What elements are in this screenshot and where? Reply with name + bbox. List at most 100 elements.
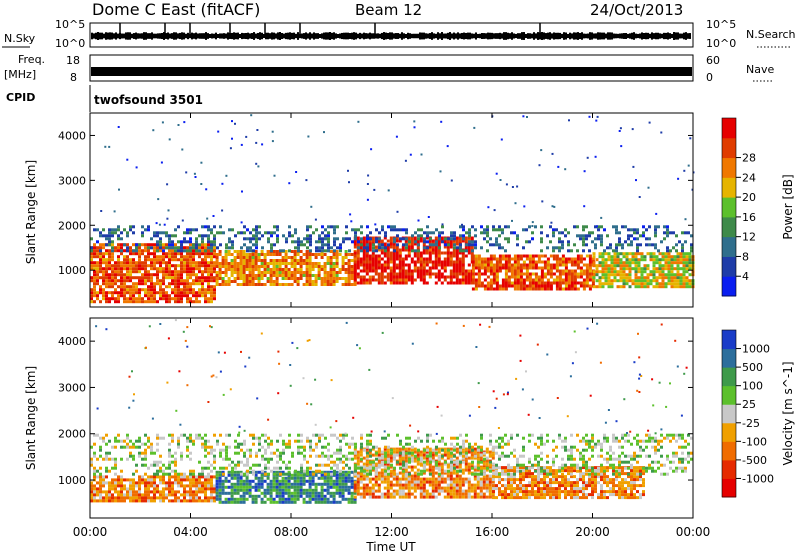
data-cell [129, 267, 132, 270]
data-cell [671, 279, 674, 282]
data-cell [318, 253, 321, 256]
data-cell [663, 225, 666, 228]
data-cell [162, 496, 165, 499]
data-cell [550, 264, 553, 267]
data-cell [432, 496, 435, 499]
data-cell [487, 282, 490, 285]
data-cell [438, 276, 441, 279]
data-cell [656, 261, 659, 264]
data-cell [417, 454, 420, 457]
data-cell [354, 276, 357, 279]
data-cell [219, 268, 222, 271]
data-cell [432, 469, 435, 472]
data-cell [423, 252, 426, 255]
data-cell [534, 225, 537, 228]
data-cell [510, 493, 513, 496]
data-cell [315, 246, 318, 249]
data-cell [423, 267, 426, 270]
data-cell [228, 265, 231, 268]
data-cell [138, 496, 141, 499]
data-cell [108, 487, 111, 490]
data-cell [378, 472, 381, 475]
data-cell [444, 270, 447, 273]
data-cell [156, 255, 159, 258]
data-cell [493, 282, 496, 285]
data-cell [225, 498, 228, 501]
data-cell [641, 279, 644, 282]
data-cell [453, 252, 456, 255]
data-cell [321, 486, 324, 489]
data-cell [333, 277, 336, 280]
data-cell [559, 276, 562, 279]
data-cell [342, 283, 345, 286]
nsky-sample [503, 32, 505, 40]
data-cell [351, 240, 354, 243]
data-cell [252, 283, 255, 286]
data-cell [384, 478, 387, 481]
data-cell [459, 243, 462, 246]
data-cell [686, 252, 689, 255]
data-cell [165, 294, 168, 297]
data-cell [345, 268, 348, 271]
data-cell [420, 228, 423, 231]
data-cell [493, 273, 496, 276]
data-cell [552, 228, 555, 231]
data-cell [114, 279, 117, 282]
data-cell [129, 258, 132, 261]
data-cell [390, 258, 393, 261]
data-cell [291, 492, 294, 495]
data-cell [222, 492, 225, 495]
data-cell [243, 480, 246, 483]
nsky-sample [259, 32, 261, 40]
data-cell [589, 258, 592, 261]
data-cell [321, 477, 324, 480]
nave-tick-top: 60 [706, 54, 720, 67]
data-cell [171, 297, 174, 300]
data-cell [198, 291, 201, 294]
data-cell [508, 270, 511, 273]
data-cell [526, 255, 529, 258]
data-cell [156, 484, 159, 487]
data-cell [237, 483, 240, 486]
data-cell [108, 231, 111, 234]
data-cell [159, 490, 162, 493]
nsky-sample [281, 33, 283, 39]
data-cell [330, 501, 333, 504]
data-cell [423, 261, 426, 264]
nsky-sample [95, 33, 97, 40]
data-cell [327, 256, 330, 259]
data-cell [562, 261, 565, 264]
data-cell [526, 288, 529, 291]
data-cell [414, 481, 417, 484]
data-cell [475, 279, 478, 282]
sparse-cell [516, 186, 518, 188]
data-cell [219, 486, 222, 489]
data-cell [468, 478, 471, 481]
data-cell [168, 249, 171, 252]
data-cell [282, 249, 285, 252]
data-cell [180, 484, 183, 487]
data-cell [348, 486, 351, 489]
data-cell [393, 258, 396, 261]
data-cell [348, 471, 351, 474]
data-cell [195, 276, 198, 279]
data-cell [375, 270, 378, 273]
data-cell [609, 246, 612, 249]
data-cell [192, 478, 195, 481]
data-cell [159, 294, 162, 297]
data-cell [318, 268, 321, 271]
nsky-sample [523, 32, 525, 40]
data-cell [186, 261, 189, 264]
data-cell [462, 267, 465, 270]
data-cell [345, 271, 348, 274]
nsky-sample [267, 33, 269, 40]
data-cell [201, 490, 204, 493]
data-cell [372, 493, 375, 496]
data-cell [544, 255, 547, 258]
data-cell [246, 280, 249, 283]
data-cell [150, 243, 153, 246]
data-cell [204, 246, 207, 249]
data-cell [129, 481, 132, 484]
data-cell [632, 252, 635, 255]
data-cell [574, 285, 577, 288]
